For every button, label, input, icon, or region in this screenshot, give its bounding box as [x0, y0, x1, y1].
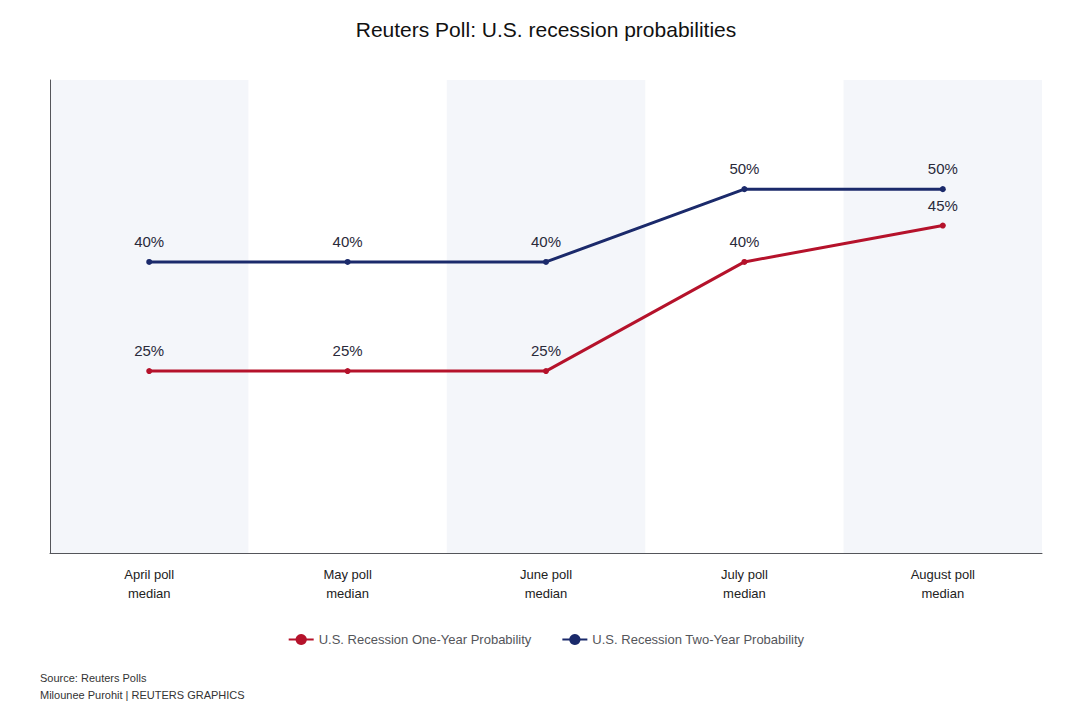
svg-text:median: median	[525, 586, 568, 601]
svg-text:May poll: May poll	[323, 567, 372, 582]
svg-text:25%: 25%	[134, 342, 164, 359]
svg-text:40%: 40%	[531, 233, 561, 250]
svg-text:25%: 25%	[531, 342, 561, 359]
svg-text:50%: 50%	[729, 160, 759, 177]
svg-text:U.S. Recession One-Year Probab: U.S. Recession One-Year Probability	[319, 632, 532, 647]
svg-text:June poll: June poll	[520, 567, 572, 582]
svg-text:U.S. Recession Two-Year Probab: U.S. Recession Two-Year Probability	[592, 632, 804, 647]
svg-text:50%: 50%	[928, 160, 958, 177]
svg-text:median: median	[128, 586, 171, 601]
svg-text:Source: Reuters Polls: Source: Reuters Polls	[40, 672, 147, 684]
svg-text:August poll: August poll	[911, 567, 975, 582]
svg-text:median: median	[723, 586, 766, 601]
svg-text:Reuters Poll: U.S. recession p: Reuters Poll: U.S. recession probabiliti…	[356, 18, 737, 41]
svg-text:median: median	[921, 586, 964, 601]
svg-text:July poll: July poll	[721, 567, 768, 582]
svg-text:40%: 40%	[134, 233, 164, 250]
svg-text:45%: 45%	[928, 197, 958, 214]
svg-text:Milounee Purohit | REUTERS GRA: Milounee Purohit | REUTERS GRAPHICS	[40, 689, 245, 701]
svg-text:April poll: April poll	[124, 567, 174, 582]
svg-text:median: median	[326, 586, 369, 601]
svg-text:25%: 25%	[333, 342, 363, 359]
svg-text:40%: 40%	[729, 233, 759, 250]
svg-text:40%: 40%	[333, 233, 363, 250]
